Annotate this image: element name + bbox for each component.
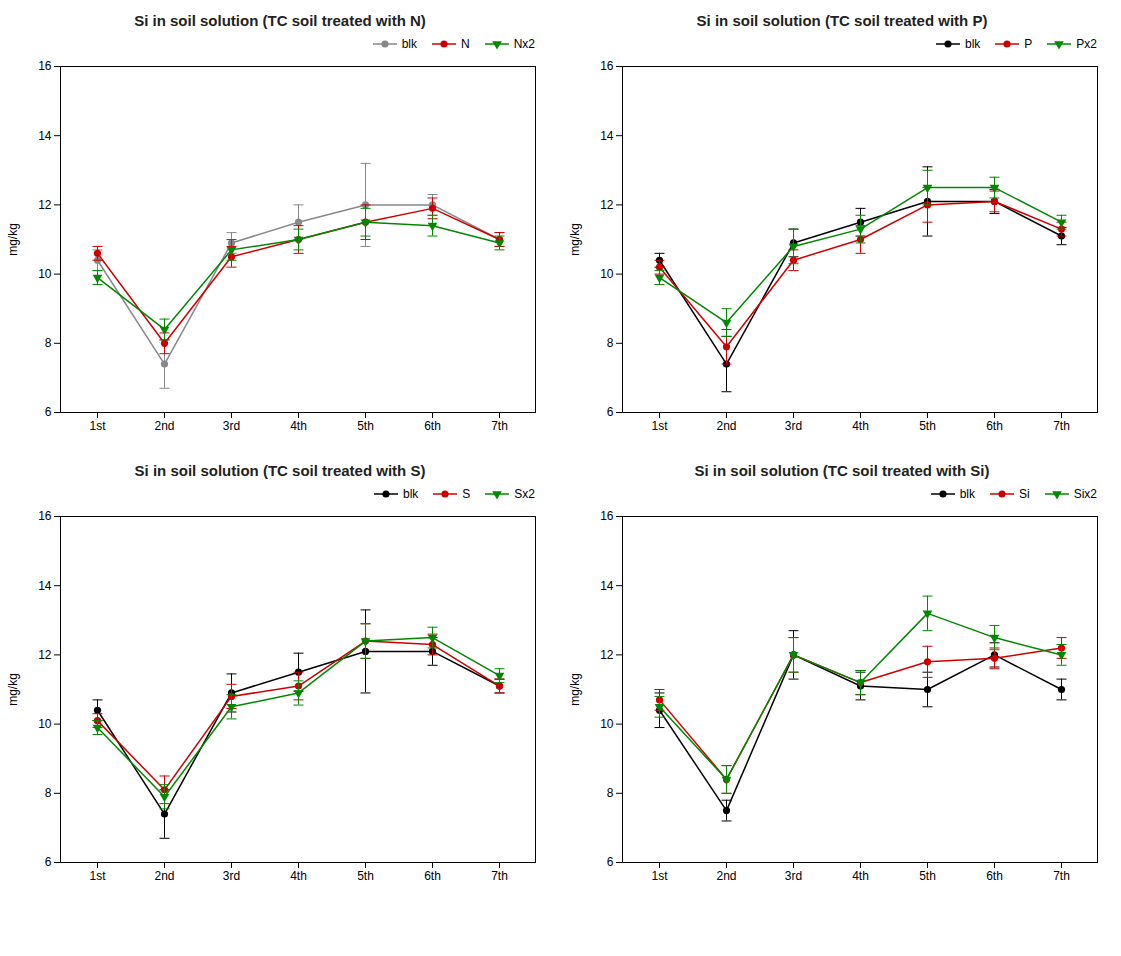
svg-text:5th: 5th [357, 419, 374, 433]
html-text:Sx2: Sx2 [514, 487, 535, 501]
html-text:Si in soil solution (TC soil t: Si in soil solution (TC soil treated wit… [134, 462, 426, 479]
svg-text:6th: 6th [424, 869, 441, 883]
svg-text:1st: 1st [89, 869, 106, 883]
svg-text:7th: 7th [1053, 419, 1070, 433]
svg-text:8: 8 [607, 336, 614, 350]
svg-text:2nd: 2nd [716, 869, 736, 883]
svg-text:mg/kg: mg/kg [6, 673, 20, 706]
svg-text:5th: 5th [357, 869, 374, 883]
svg-text:3rd: 3rd [785, 419, 802, 433]
svg-text:4th: 4th [852, 869, 869, 883]
svg-text:14: 14 [38, 579, 52, 593]
svg-text:5th: 5th [919, 869, 936, 883]
svg-text:3rd: 3rd [785, 869, 802, 883]
svg-text:6: 6 [45, 855, 52, 869]
html-text:blk: blk [959, 487, 975, 501]
svg-text:16: 16 [600, 509, 614, 523]
html-text:Si in soil solution (TC soil t: Si in soil solution (TC soil treated wit… [134, 12, 426, 29]
svg-text:7th: 7th [1053, 869, 1070, 883]
svg-text:1st: 1st [651, 419, 668, 433]
svg-text:10: 10 [38, 267, 52, 281]
svg-text:10: 10 [600, 267, 614, 281]
svg-text:1st: 1st [651, 869, 668, 883]
html-text:Nx2: Nx2 [513, 37, 535, 51]
svg-text:16: 16 [600, 59, 614, 73]
html-text:Si: Si [1019, 487, 1030, 501]
html-text:Six2: Six2 [1073, 487, 1097, 501]
svg-text:6: 6 [607, 405, 614, 419]
svg-text:8: 8 [45, 336, 52, 350]
svg-text:12: 12 [38, 198, 52, 212]
html-text:blk: blk [401, 37, 417, 51]
svg-text:1st: 1st [89, 419, 106, 433]
svg-text:2nd: 2nd [154, 869, 174, 883]
svg-text:6th: 6th [986, 419, 1003, 433]
html-text:Si in soil solution (TC soil t: Si in soil solution (TC soil treated wit… [694, 462, 990, 479]
html-text:N: N [461, 37, 470, 51]
html-text:Px2: Px2 [1076, 37, 1097, 51]
svg-text:6: 6 [45, 405, 52, 419]
svg-text:4th: 4th [852, 419, 869, 433]
svg-text:8: 8 [45, 786, 52, 800]
svg-text:10: 10 [38, 717, 52, 731]
html-text:blk: blk [965, 37, 981, 51]
svg-text:6th: 6th [424, 419, 441, 433]
svg-text:2nd: 2nd [154, 419, 174, 433]
svg-text:5th: 5th [919, 419, 936, 433]
svg-text:4th: 4th [290, 419, 307, 433]
svg-text:mg/kg: mg/kg [6, 223, 20, 256]
svg-text:7th: 7th [491, 869, 508, 883]
svg-text:16: 16 [38, 509, 52, 523]
svg-text:12: 12 [600, 648, 614, 662]
svg-text:mg/kg: mg/kg [568, 223, 582, 256]
svg-text:6: 6 [607, 855, 614, 869]
html-text:Si in soil solution (TC soil t: Si in soil solution (TC soil treated wit… [696, 12, 988, 29]
svg-text:12: 12 [600, 198, 614, 212]
svg-text:16: 16 [38, 59, 52, 73]
svg-text:12: 12 [38, 648, 52, 662]
svg-text:8: 8 [607, 786, 614, 800]
html-text:S: S [462, 487, 471, 501]
svg-text:3rd: 3rd [223, 419, 240, 433]
svg-text:14: 14 [600, 129, 614, 143]
svg-text:6th: 6th [986, 869, 1003, 883]
svg-text:14: 14 [600, 579, 614, 593]
html-text:P: P [1024, 37, 1033, 51]
svg-text:mg/kg: mg/kg [568, 673, 582, 706]
svg-text:3rd: 3rd [223, 869, 240, 883]
svg-text:4th: 4th [290, 869, 307, 883]
html-text:blk: blk [403, 487, 419, 501]
svg-text:7th: 7th [491, 419, 508, 433]
svg-text:2nd: 2nd [716, 419, 736, 433]
svg-text:10: 10 [600, 717, 614, 731]
svg-text:14: 14 [38, 129, 52, 143]
